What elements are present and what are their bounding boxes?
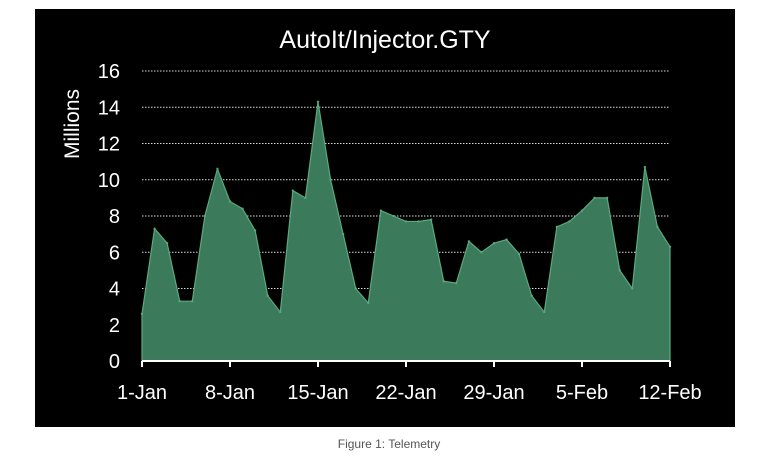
x-tick-label: 22-Jan [375, 382, 436, 404]
data-point [429, 218, 433, 221]
data-point [203, 214, 207, 218]
data-point [455, 281, 458, 285]
y-tick-label: 6 [109, 242, 120, 264]
data-point [291, 189, 295, 192]
data-point [279, 310, 282, 314]
y-axis-title: Millions [61, 89, 84, 159]
x-tick-label: 8-Jan [205, 382, 255, 404]
x-tick-label: 29-Jan [463, 382, 524, 404]
data-point [480, 251, 483, 254]
data-point [618, 269, 621, 272]
data-point [178, 299, 181, 303]
area-series [140, 100, 672, 362]
telemetry-area-chart: 0 2 4 6 8 10 12 14 16 1-Jan 8-Jan 15-Jan 22-Jan 29-Ja… [61, 26, 702, 404]
y-tick-label: 0 [109, 351, 120, 373]
data-point [304, 196, 307, 200]
data-point [605, 196, 609, 200]
y-tick-label: 8 [109, 206, 120, 228]
data-point [492, 241, 496, 245]
area-series-0 [141, 101, 671, 362]
y-tick-label: 16 [98, 61, 120, 83]
data-point [442, 280, 445, 283]
data-point [593, 196, 596, 200]
data-point [555, 225, 559, 229]
data-point [316, 100, 320, 104]
data-point [530, 294, 533, 297]
x-tick-label: 12-Feb [638, 382, 701, 404]
data-point [253, 229, 257, 232]
data-point [467, 240, 471, 243]
axis-labels: 0 2 4 6 8 10 12 14 16 1-Jan 8-Jan 15-Jan 22-Jan 29-Ja… [98, 61, 702, 404]
x-tick-label: 5-Feb [556, 382, 608, 404]
axes [141, 360, 671, 367]
data-point [580, 209, 584, 212]
data-point [367, 301, 370, 305]
y-tick-label: 2 [109, 315, 120, 337]
data-point [517, 252, 521, 256]
data-point [392, 214, 395, 218]
data-point [341, 232, 345, 236]
data-point [505, 238, 508, 241]
data-point [241, 207, 244, 210]
data-point [266, 294, 269, 297]
data-point [668, 245, 672, 249]
y-tick-label: 14 [98, 97, 120, 119]
figure-caption: Figure 1: Telemetry [337, 437, 441, 451]
y-tick-label: 10 [98, 170, 120, 192]
data-point [140, 312, 144, 316]
data-point [417, 220, 420, 223]
data-point [354, 287, 357, 290]
chart-title: AutoIt/Injector.GTY [279, 26, 491, 54]
data-point [165, 241, 169, 245]
chart-panel: 0 2 4 6 8 10 12 14 16 1-Jan 8-Jan 15-Jan 22-Jan 29-Ja… [35, 9, 735, 427]
data-point [329, 178, 332, 181]
data-point [404, 220, 408, 223]
data-point [191, 299, 194, 303]
x-tick-label: 15-Jan [287, 382, 348, 404]
data-point [643, 165, 647, 169]
data-point [153, 227, 156, 230]
data-point [656, 225, 659, 229]
data-point [216, 167, 219, 171]
data-point [568, 220, 571, 223]
data-point [543, 310, 546, 314]
y-tick-label: 12 [98, 134, 120, 156]
data-point [379, 209, 383, 212]
x-tick-label: 1-Jan [117, 382, 167, 404]
y-tick-label: 4 [109, 279, 120, 301]
data-point [228, 200, 232, 203]
data-point [631, 287, 634, 290]
